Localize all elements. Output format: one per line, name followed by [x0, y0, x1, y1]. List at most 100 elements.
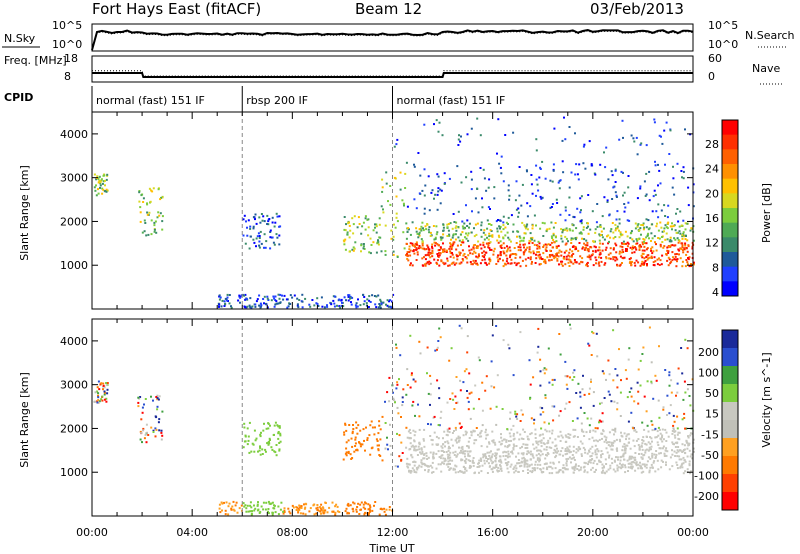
heatmap-cell: [485, 263, 488, 266]
heatmap-cell: [440, 470, 443, 473]
heatmap-cell: [655, 450, 658, 452]
heatmap-cell: [524, 443, 527, 446]
heatmap-cell: [568, 214, 571, 216]
heatmap-cell: [568, 265, 571, 267]
heatmap-cell: [655, 379, 658, 382]
heatmap-cell: [438, 252, 441, 255]
heatmap-cell: [630, 387, 633, 390]
heatmap-cell: [549, 243, 552, 246]
heatmap-cell: [506, 456, 509, 459]
heatmap-cell: [683, 444, 686, 447]
heatmap-cell: [429, 435, 432, 437]
heatmap-cell: [379, 428, 382, 431]
heatmap-cell: [623, 445, 626, 448]
heatmap-cell: [425, 228, 428, 231]
heatmap-cell: [98, 175, 101, 178]
heatmap-cell: [611, 198, 614, 200]
heatmap-cell: [648, 237, 650, 240]
heatmap-cell: [470, 434, 473, 437]
heatmap-cell: [577, 446, 580, 449]
heatmap-cell: [567, 450, 570, 453]
heatmap-cell: [681, 244, 684, 247]
heatmap-cell: [239, 295, 242, 298]
heatmap-cell: [254, 303, 257, 306]
heatmap-cell: [468, 245, 470, 248]
heatmap-cell: [448, 427, 451, 430]
velocity-colorbar-swatch: [722, 330, 738, 349]
heatmap-cell: [448, 359, 451, 362]
heatmap-cell: [242, 234, 245, 237]
heatmap-cell: [463, 370, 466, 373]
heatmap-cell: [269, 439, 271, 441]
heatmap-cell: [531, 471, 534, 474]
heatmap-cell: [590, 380, 592, 383]
heatmap-cell: [579, 255, 582, 258]
heatmap-cell: [656, 430, 659, 433]
heatmap-cell: [262, 215, 265, 218]
heatmap-cell: [441, 236, 444, 239]
heatmap-cell: [247, 435, 250, 438]
heatmap-cell: [364, 217, 367, 220]
heatmap-cell: [411, 242, 414, 245]
heatmap-cell: [475, 439, 478, 442]
heatmap-cell: [617, 458, 619, 461]
heatmap-cell: [606, 235, 608, 238]
heatmap-cell: [512, 230, 515, 233]
heatmap-cell: [576, 468, 579, 470]
heatmap-cell: [444, 441, 447, 444]
heatmap-cell: [667, 252, 670, 254]
heatmap-cell: [440, 449, 443, 452]
heatmap-cell: [240, 504, 243, 507]
heatmap-cell: [454, 468, 456, 471]
heatmap-cell: [560, 234, 563, 237]
heatmap-cell: [646, 263, 648, 265]
heatmap-cell: [507, 461, 510, 463]
heatmap-cell: [501, 408, 504, 410]
heatmap-cell: [463, 222, 466, 225]
heatmap-cell: [626, 248, 628, 251]
heatmap-cell: [624, 464, 626, 467]
heatmap-cell: [653, 460, 656, 463]
heatmap-cell: [524, 249, 527, 252]
heatmap-cell: [679, 232, 682, 235]
heatmap-cell: [463, 452, 466, 455]
heatmap-cell: [415, 259, 418, 261]
heatmap-cell: [351, 445, 354, 448]
heatmap-cell: [622, 453, 625, 456]
heatmap-cell: [559, 430, 562, 433]
heatmap-cell: [477, 462, 480, 465]
heatmap-cell: [573, 456, 575, 459]
heatmap-cell: [352, 223, 355, 226]
heatmap-cell: [566, 452, 569, 455]
heatmap-cell: [660, 466, 663, 469]
heatmap-cell: [509, 254, 512, 257]
heatmap-cell: [504, 263, 507, 266]
heatmap-cell: [448, 468, 451, 471]
heatmap-cell: [357, 424, 360, 427]
heatmap-cell: [519, 420, 522, 422]
heatmap-cell: [534, 262, 537, 264]
heatmap-cell: [628, 437, 631, 440]
heatmap-cell: [539, 454, 542, 457]
heatmap-cell: [407, 430, 410, 433]
heatmap-cell: [670, 391, 673, 394]
heatmap-cell: [413, 445, 416, 448]
heatmap-cell: [663, 227, 666, 230]
heatmap-cell: [322, 512, 325, 515]
heatmap-cell: [277, 513, 280, 516]
heatmap-cell: [100, 179, 103, 182]
heatmap-cell: [653, 256, 656, 259]
heatmap-cell: [452, 243, 455, 245]
heatmap-cell: [300, 505, 303, 508]
heatmap-cell: [378, 444, 380, 447]
heatmap-cell: [632, 461, 635, 463]
heatmap-cell: [399, 171, 402, 174]
heatmap-cell: [570, 242, 573, 244]
heatmap-cell: [436, 379, 439, 382]
heatmap-cell: [488, 235, 491, 238]
heatmap-cell: [578, 448, 581, 451]
heatmap-cell: [611, 222, 614, 224]
heatmap-cell: [428, 231, 431, 234]
heatmap-cell: [673, 244, 676, 247]
heatmap-cell: [634, 264, 637, 267]
